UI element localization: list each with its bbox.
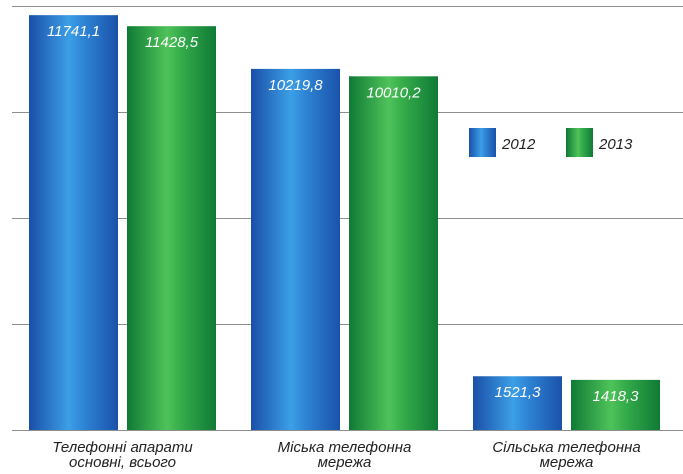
category-label-0-line-1: основні, всього — [69, 454, 176, 471]
legend-label-2013: 2013 — [598, 136, 633, 153]
category-label-2-line-0: Сільська телефонна — [492, 439, 640, 456]
value-label-2013-0: 11428,5 — [145, 34, 199, 51]
bar-2012-2 — [473, 376, 562, 430]
gridlines — [12, 6, 683, 431]
value-label-2013-2: 1418,3 — [593, 388, 640, 405]
bar-2012-1 — [251, 68, 340, 431]
category-label-1-line-1: мережа — [318, 454, 372, 471]
category-label-2-line-1: мережа — [540, 454, 594, 471]
legend-swatch-2012 — [469, 128, 496, 157]
legend: 2012 2013 — [469, 128, 633, 157]
value-label-2012-0: 11741,1 — [47, 23, 100, 40]
bar-2012-0 — [29, 15, 118, 431]
bar-2013-1 — [349, 76, 438, 430]
category-label-0-line-0: Телефонні апарати — [52, 439, 193, 456]
bar-2013-0 — [127, 26, 216, 431]
value-label-2013-1: 10010,2 — [366, 84, 421, 101]
category-label-1-line-0: Міська телефонна — [278, 439, 412, 456]
bar-2013-2 — [571, 379, 660, 430]
value-label-2012-2: 1521,3 — [495, 384, 542, 401]
value-label-2012-1: 10219,8 — [268, 77, 323, 94]
legend-label-2012: 2012 — [501, 136, 536, 153]
value-labels: 11741,1 11428,5 10219,8 10010,2 1521,3 1418,3 — [47, 23, 639, 405]
bars — [29, 15, 660, 431]
legend-swatch-2013 — [566, 128, 593, 157]
